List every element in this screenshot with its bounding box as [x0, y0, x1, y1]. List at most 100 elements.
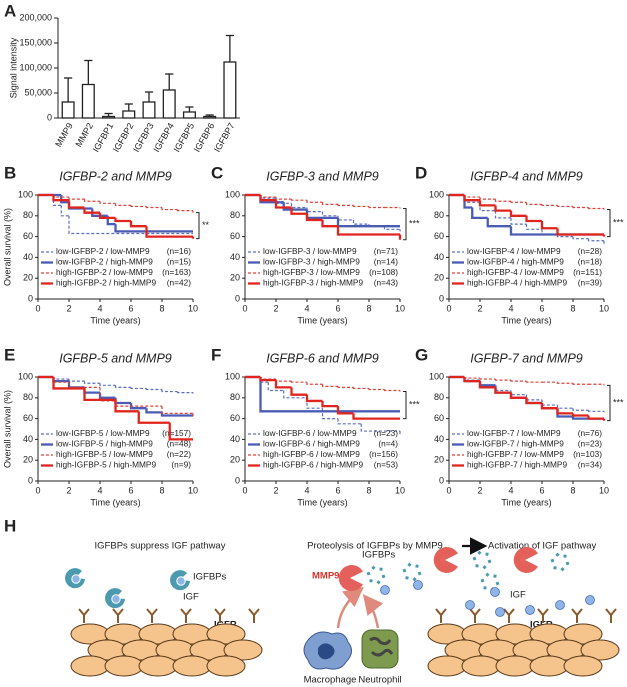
survival-step [479, 197, 496, 200]
bar [81, 83, 95, 119]
legend-label: high-IGFBP-7 / high-MMP9 [467, 460, 567, 470]
x-axis-label: Time (years) [297, 315, 347, 325]
legend-label: low-IGFBP-5 / high-MMP9 [56, 439, 153, 449]
survival-step [114, 224, 193, 233]
y-axis-label: Overall survival (%) [2, 208, 12, 286]
cell [563, 623, 603, 645]
receptor [435, 608, 447, 623]
y-tick-label: 100,000 [19, 62, 52, 72]
legend-n: (n=71) [374, 246, 398, 256]
significance: *** [613, 217, 624, 227]
legend-n: (n=151) [573, 267, 602, 277]
survival-step [68, 215, 193, 235]
receptor [571, 608, 583, 623]
label: IGFBPs [362, 550, 396, 561]
survival-step [290, 203, 307, 209]
survival-step [274, 200, 292, 209]
legend-label: high-IGFBP-4 / low-MMP9 [467, 267, 564, 277]
legend-label: low-IGFBP-3 / high-MMP9 [263, 257, 360, 267]
mmp9 [513, 547, 538, 573]
survival-step [259, 377, 276, 382]
survival-step [68, 197, 85, 200]
survival-step [509, 210, 527, 217]
legend-n: (n=108) [369, 267, 398, 277]
significance-bracket [403, 208, 407, 241]
survival-step [478, 381, 496, 389]
igf [465, 600, 475, 610]
y-tick-label: 80 [434, 392, 444, 402]
legend-label: high-IGFBP-5 / high-MMP9 [56, 460, 156, 470]
x-tick-label: 0 [35, 303, 40, 313]
survival-step [275, 197, 292, 200]
panel-letter: D [415, 163, 427, 182]
x-tick-label: 8 [159, 485, 164, 495]
legend-n: (n=39) [578, 278, 602, 288]
significance-bracket [607, 209, 611, 238]
legend-label: high-IGFBP-3 / low-MMP9 [263, 267, 360, 277]
bar [203, 115, 217, 119]
survival-step [368, 206, 385, 209]
y-tick-label: 100 [429, 371, 444, 381]
y-tick-label: 0 [28, 475, 33, 485]
arrow [336, 586, 364, 629]
y-tick-label: 0 [439, 293, 444, 303]
receptor [112, 608, 124, 623]
y-tick-label: 0 [47, 112, 52, 122]
y-tick-label: 100 [225, 371, 240, 381]
x-tick-label: 10 [395, 485, 405, 495]
legend-n: (n=76) [578, 428, 602, 438]
survival-step [556, 408, 573, 415]
survival-step [259, 195, 276, 202]
panel-title: IGFBP-3 and MMP9 [266, 169, 379, 183]
y-tick-label: 100 [18, 371, 33, 381]
igfbp-fragment [560, 567, 565, 572]
igf [585, 595, 595, 605]
legend-n: (n=163) [162, 267, 191, 277]
survival-step [305, 213, 323, 222]
cell [580, 639, 620, 661]
survival-step [114, 385, 131, 388]
x-axis-label: Time (years) [501, 315, 551, 325]
survival-step [525, 215, 542, 223]
survival-step [321, 400, 338, 408]
igfbp-fragment [487, 559, 492, 564]
legend-label: high-IGFBP-6 / low-MMP9 [263, 449, 360, 459]
legend-label: high-IGFBP-3 / high-MMP9 [263, 278, 363, 288]
x-axis-label: Time (years) [297, 497, 347, 507]
igfbp-fragment [381, 574, 386, 579]
bar [182, 111, 196, 119]
legend-n: (n=157) [162, 428, 191, 438]
legend-label: low-IGFBP-7 / high-MMP9 [467, 439, 564, 449]
y-tick-label: 150,000 [19, 37, 52, 47]
receptor [503, 608, 515, 623]
legend-n: (n=156) [369, 449, 398, 459]
caption: Proteolysis of IGFBPs by MMP9 [307, 541, 443, 552]
y-tick-label: 20 [230, 455, 240, 465]
survival-step [510, 217, 527, 225]
receptor [180, 608, 192, 623]
legend-n: (n=23) [578, 439, 602, 449]
survival-step [556, 405, 573, 409]
survival-step [290, 199, 307, 201]
y-tick-label: 100 [225, 189, 240, 199]
igfbp-fragment [482, 565, 487, 570]
y-tick-label: 20 [230, 273, 240, 283]
survival-step [83, 387, 100, 394]
survival-step [98, 212, 116, 220]
mmp9 [338, 565, 363, 592]
survival-step [352, 219, 369, 225]
survival-step [572, 383, 589, 385]
x-tick-label: 10 [188, 485, 198, 495]
survival-step [52, 377, 69, 380]
survival-step [352, 205, 369, 208]
survival-step [145, 408, 162, 414]
survival-step [176, 391, 193, 394]
legend-n: (n=34) [578, 460, 602, 470]
label: Macrophage [304, 675, 357, 686]
cell [223, 639, 263, 661]
panel-letter: B [4, 163, 16, 182]
y-tick-label: 80 [230, 392, 240, 402]
cell [104, 655, 144, 677]
legend-label: low-IGFBP-2 / low-MMP9 [56, 246, 150, 256]
legend-label: high-IGFBP-6 / high-MMP9 [263, 460, 363, 470]
